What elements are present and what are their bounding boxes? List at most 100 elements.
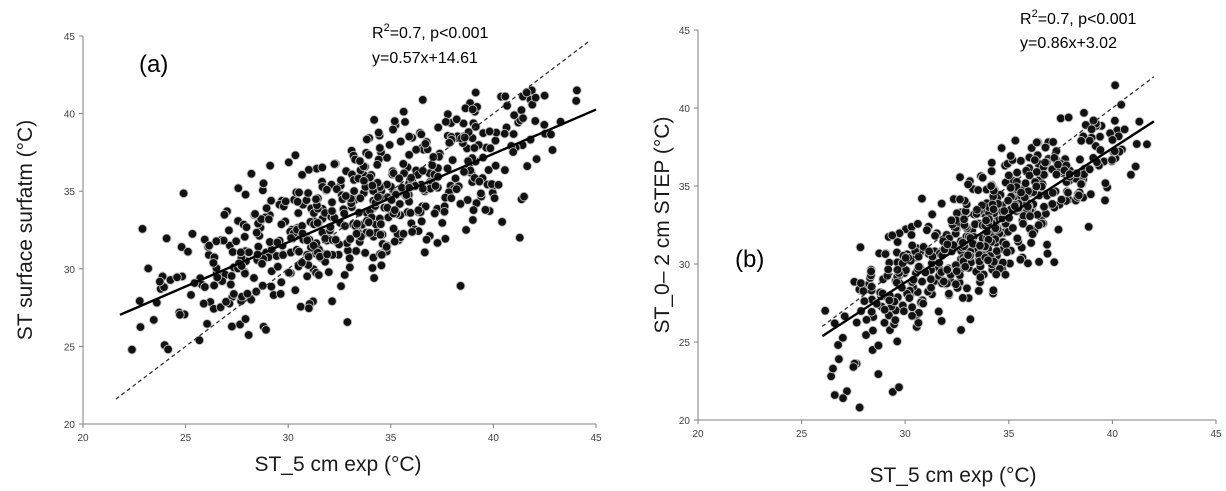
panel-a-data-point: [451, 114, 462, 125]
panel-a-data-point: [398, 159, 409, 169]
panel-b-xtick-label: 40: [1107, 429, 1119, 440]
panel-a-data-point: [330, 235, 341, 245]
panel-b-data-point: [983, 255, 993, 266]
panel-b-data-point: [1039, 202, 1049, 212]
panel-a-data-point: [365, 228, 375, 238]
panel-b-data-point: [907, 311, 917, 321]
panel-a-data-point: [355, 156, 365, 166]
panel-a-data-point: [183, 246, 193, 257]
panel-a-ytick-label: 20: [64, 420, 76, 431]
panel-a-data-point: [377, 250, 387, 260]
panel-a-data-point: [416, 216, 427, 227]
panel-b-data-point: [1107, 135, 1118, 145]
panel-b-data-point: [884, 295, 895, 306]
panel-a-data-point: [497, 217, 507, 227]
panel-b-data-point: [879, 318, 890, 328]
panel-b-data-point: [1032, 137, 1042, 148]
panel-b-data-point: [1110, 116, 1120, 126]
panel-b-data-point: [856, 278, 866, 288]
panel-b-ytick-label: 20: [679, 416, 691, 427]
panel-b-ytick-label: 30: [679, 260, 691, 271]
panel-a-data-point: [367, 263, 378, 273]
panel-a-data-point: [229, 289, 239, 299]
panel-a-data-point: [302, 271, 312, 282]
panel-b-data-point: [1056, 113, 1066, 124]
panel-a-data-point: [246, 168, 257, 179]
panel-a-data-point: [264, 214, 274, 225]
panel-b-data-point: [838, 333, 848, 343]
panel-b-data-point: [955, 194, 965, 205]
panel-b-data-point: [1126, 169, 1136, 180]
panel-b-data-point: [939, 276, 949, 287]
panel-b-data-point: [917, 276, 927, 287]
panel-a-data-point: [367, 180, 378, 191]
panel-a-data-point: [227, 321, 237, 332]
panel-a-data-point: [363, 150, 374, 160]
panel-b-data-point: [952, 266, 962, 276]
panel-a-data-point: [251, 227, 262, 238]
panel-a-data-point: [508, 129, 519, 139]
panel-b-data-point: [1031, 181, 1042, 192]
panel-b-data-point: [946, 215, 957, 226]
panel-a-data-point: [490, 135, 501, 146]
panel-a-data-point: [420, 139, 431, 149]
panel-b-data-point: [951, 279, 961, 289]
panel-a-data-point: [250, 209, 260, 219]
panel-a-data-point: [236, 247, 246, 258]
panel-b-data-point: [1004, 170, 1014, 181]
panel-a-label: (a): [139, 51, 168, 78]
panel-b-data-point: [833, 340, 843, 350]
panel-b-data-point: [975, 272, 986, 282]
panel-b-r2: R2=0.7, p<0.001: [1020, 8, 1137, 28]
panel-b-data-point: [890, 315, 901, 325]
panel-b-data-point: [1025, 211, 1035, 221]
panel-b-data-point: [936, 316, 947, 326]
panel-b-data-point: [1032, 167, 1042, 177]
panel-a-data-point: [500, 165, 510, 175]
panel-b-data-point: [975, 241, 985, 251]
panel-a-data-point: [398, 106, 409, 117]
panel-a-data-point: [432, 238, 443, 248]
panel-a-data-point: [149, 315, 159, 325]
panel-a-data-point: [469, 143, 480, 153]
panel-a-data-point: [428, 152, 439, 162]
panel-b-data-point: [933, 306, 944, 317]
panel-a-data-point: [224, 225, 234, 236]
panel-b-data-point: [913, 318, 924, 328]
panel-b-data-point: [1030, 155, 1040, 165]
panel-b-data-point: [988, 285, 999, 296]
panel-b-xtick-label: 30: [900, 429, 912, 440]
panel-a-data-point: [294, 246, 304, 257]
panel-b-xlabel: ST_5 cm exp (°C): [869, 464, 1036, 487]
panel-b-data-point: [1048, 137, 1058, 147]
panel-a-data-point: [467, 104, 478, 115]
panel-a-data-point: [175, 309, 185, 320]
panel-b-data-point: [838, 393, 848, 403]
panel-a-data-point: [227, 247, 238, 257]
panel-b-equation: y=0.86x+3.02: [1020, 35, 1117, 52]
panel-b-data-point: [960, 261, 971, 272]
panel-a-data-point: [421, 234, 432, 245]
panel-b-data-point: [826, 371, 836, 382]
panel-b-ytick-label: 40: [679, 104, 691, 115]
panel-b-data-point: [917, 193, 927, 204]
panel-b-data-point: [1005, 151, 1016, 161]
panel-a-data-point: [280, 196, 291, 207]
panel-a-data-point: [226, 279, 236, 290]
panel-b-data-point: [1076, 179, 1086, 189]
panel-b-data-point: [987, 158, 997, 168]
panel-a-data-point: [521, 87, 532, 98]
panel-a-data-point: [547, 145, 558, 155]
panel-a-data-point: [314, 270, 324, 280]
panel-a-data-point: [135, 322, 146, 332]
panel-b-data-point: [892, 336, 902, 347]
panel-a-data-point: [395, 136, 406, 147]
panel-a-data-point: [297, 170, 307, 180]
panel-b-xtick-label: 20: [692, 429, 704, 440]
panel-a-data-point: [329, 159, 340, 169]
panel-a-r2-rest: =0.7, p<0.001: [390, 25, 489, 42]
panel-b-data-point: [965, 314, 976, 325]
panel-b-data-point: [930, 231, 940, 241]
panel-b-data-point: [973, 185, 983, 195]
panel-a-data-point: [345, 262, 355, 273]
